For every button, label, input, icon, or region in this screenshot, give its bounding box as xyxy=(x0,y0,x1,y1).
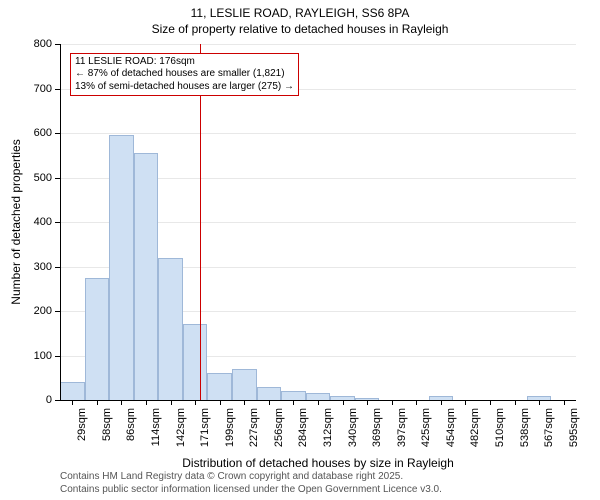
x-tick-label: 454sqm xyxy=(445,408,457,447)
chart-title: 11, LESLIE ROAD, RAYLEIGH, SS6 8PA Size … xyxy=(0,6,600,37)
grid-line xyxy=(60,133,576,134)
property-size-histogram: 11, LESLIE ROAD, RAYLEIGH, SS6 8PA Size … xyxy=(0,0,600,500)
grid-line xyxy=(60,44,576,45)
x-tick-label: 538sqm xyxy=(519,408,531,447)
x-tick-label: 227sqm xyxy=(248,408,260,447)
x-tick-label: 397sqm xyxy=(396,408,408,447)
histogram-bar xyxy=(232,369,257,400)
x-tick-label: 284sqm xyxy=(297,408,309,447)
x-tick-label: 86sqm xyxy=(125,408,137,441)
x-tick-label: 369sqm xyxy=(371,408,383,447)
title-line-2: Size of property relative to detached ho… xyxy=(0,22,600,38)
histogram-bar xyxy=(183,324,208,400)
histogram-bar xyxy=(257,387,282,400)
y-tick-label: 0 xyxy=(16,394,52,406)
footer-line-1: Contains HM Land Registry data © Crown c… xyxy=(60,471,442,484)
footer-line-2: Contains public sector information licen… xyxy=(60,484,442,497)
y-tick-label: 700 xyxy=(16,83,52,95)
x-tick-label: 312sqm xyxy=(322,408,334,447)
x-tick-label: 29sqm xyxy=(76,408,88,441)
x-tick-label: 425sqm xyxy=(420,408,432,447)
x-tick-label: 142sqm xyxy=(175,408,187,447)
x-tick-label: 171sqm xyxy=(199,408,211,447)
x-axis-line xyxy=(60,400,576,401)
y-tick-label: 600 xyxy=(16,127,52,139)
x-tick-label: 114sqm xyxy=(150,408,162,446)
annotation-line-1: 11 LESLIE ROAD: 176sqm xyxy=(75,56,294,69)
histogram-bar xyxy=(60,382,85,400)
x-tick-label: 58sqm xyxy=(101,408,113,441)
reference-line xyxy=(200,44,201,400)
x-tick-label: 199sqm xyxy=(224,408,236,447)
y-tick-label: 200 xyxy=(16,305,52,317)
plot-area xyxy=(60,44,576,400)
y-tick-label: 400 xyxy=(16,216,52,228)
x-tick-label: 595sqm xyxy=(568,408,580,447)
footer-attribution: Contains HM Land Registry data © Crown c… xyxy=(60,471,442,496)
histogram-bar xyxy=(85,278,110,400)
annotation-box: 11 LESLIE ROAD: 176sqm ← 87% of detached… xyxy=(70,53,299,97)
title-line-1: 11, LESLIE ROAD, RAYLEIGH, SS6 8PA xyxy=(0,6,600,22)
histogram-bar xyxy=(306,393,331,400)
y-tick-label: 300 xyxy=(16,261,52,273)
y-tick-label: 500 xyxy=(16,172,52,184)
y-tick-label: 800 xyxy=(16,38,52,50)
x-tick-label: 510sqm xyxy=(494,408,506,447)
x-tick-label: 567sqm xyxy=(543,408,555,447)
x-axis-label: Distribution of detached houses by size … xyxy=(182,456,454,470)
y-axis-line xyxy=(60,44,61,400)
x-tick-label: 482sqm xyxy=(469,408,481,447)
annotation-line-3: 13% of semi-detached houses are larger (… xyxy=(75,81,294,94)
annotation-line-2: ← 87% of detached houses are smaller (1,… xyxy=(75,68,294,81)
histogram-bar xyxy=(158,258,183,400)
histogram-bar xyxy=(281,391,306,400)
x-tick-label: 256sqm xyxy=(273,408,285,447)
y-tick-label: 100 xyxy=(16,350,52,362)
histogram-bar xyxy=(134,153,159,400)
x-tick-label: 340sqm xyxy=(347,408,359,447)
histogram-bar xyxy=(109,135,134,400)
histogram-bar xyxy=(207,373,232,400)
